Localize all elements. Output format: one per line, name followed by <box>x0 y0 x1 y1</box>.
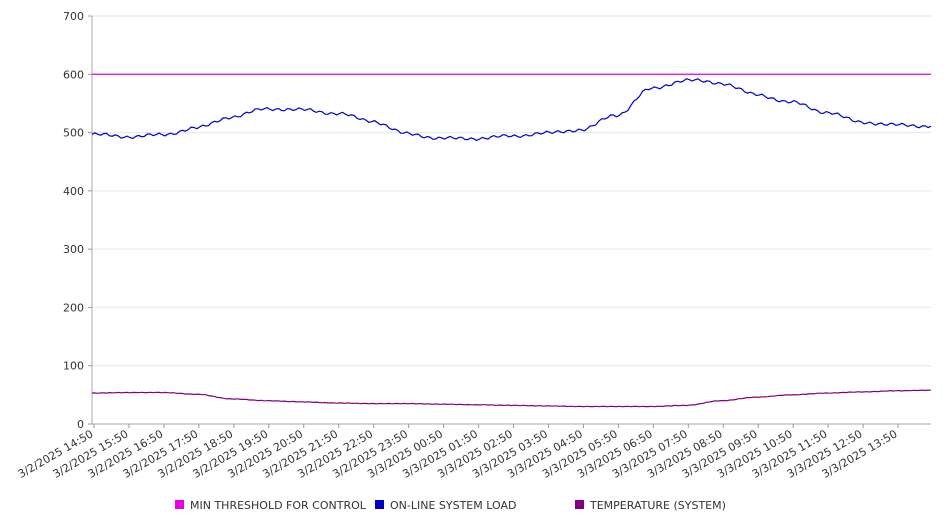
series-line-1 <box>91 78 932 142</box>
legend-swatch <box>375 500 384 509</box>
y-tick-label: 200 <box>63 301 84 314</box>
legend: MIN THRESHOLD FOR CONTROL ON-LINE SYSTEM … <box>175 499 726 512</box>
y-tick-label: 100 <box>63 360 84 373</box>
legend-label: ON-LINE SYSTEM LOAD <box>390 499 516 512</box>
y-tick-label: 0 <box>77 418 84 431</box>
legend-label: MIN THRESHOLD FOR CONTROL <box>190 499 367 512</box>
series-lines <box>91 73 932 408</box>
y-tick-label: 700 <box>63 10 84 23</box>
y-tick-label: 600 <box>63 68 84 81</box>
x-axis-ticks: 3/2/2025 14:503/2/2025 15:503/2/2025 16:… <box>16 424 900 481</box>
y-tick-label: 300 <box>63 243 84 256</box>
legend-label: TEMPERATURE (SYSTEM) <box>589 499 726 512</box>
axes <box>91 16 931 425</box>
y-tick-label: 400 <box>63 185 84 198</box>
y-tick-label: 500 <box>63 127 84 140</box>
legend-swatch <box>175 500 184 509</box>
legend-swatch <box>575 500 584 509</box>
grid-lines <box>92 15 931 367</box>
y-axis-ticks: 0 100 200 300 400 500 600 700 <box>63 10 92 431</box>
series-line-2 <box>91 389 932 408</box>
